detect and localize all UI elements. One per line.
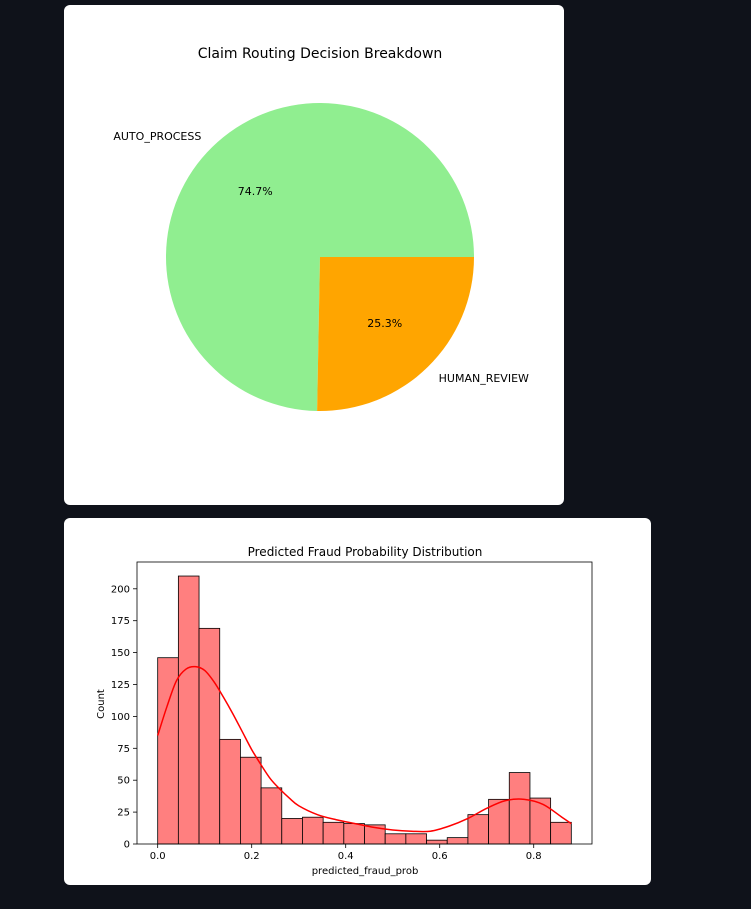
histogram-bar	[240, 756, 262, 845]
pie-pct-auto-process: 74.7%	[238, 185, 273, 198]
pie-slice-auto-process	[165, 103, 474, 411]
histogram-bar	[426, 839, 448, 845]
histogram-bar	[281, 818, 303, 845]
histogram-bar	[508, 772, 531, 845]
y-tick-label: 200	[111, 584, 130, 595]
plot-frame	[136, 561, 593, 845]
x-tick-label: 0.4	[338, 851, 354, 862]
histogram-bar	[219, 738, 241, 845]
histogram-chart: Predicted Fraud Probability Distribution…	[96, 545, 593, 877]
x-tick-label: 0.0	[150, 851, 166, 862]
x-tick-label: 0.2	[244, 851, 260, 862]
histogram-bar	[302, 816, 324, 845]
y-tick-label: 50	[117, 776, 130, 787]
histogram-title: Predicted Fraud Probability Distribution	[248, 545, 483, 559]
pie-chart-card: Claim Routing Decision Breakdown AUTO_PR…	[64, 5, 564, 505]
histogram-bar	[405, 833, 427, 845]
kde-curve	[156, 665, 572, 833]
y-tick-label: 150	[111, 648, 130, 659]
pie-chart-title: Claim Routing Decision Breakdown	[198, 46, 443, 62]
histogram-bar	[260, 787, 283, 845]
histogram-bar	[157, 657, 179, 845]
x-tick-label: 0.6	[432, 851, 448, 862]
y-tick-label: 0	[124, 840, 130, 851]
y-axis-label: Count	[96, 689, 107, 719]
histogram-bar	[550, 821, 572, 845]
histogram-bar	[446, 837, 469, 845]
histogram-bar	[467, 814, 489, 845]
y-tick-label: 175	[111, 616, 130, 627]
histogram-bar	[198, 627, 221, 845]
pie-slice-human-review	[317, 257, 474, 412]
pie-pct-human-review: 25.3%	[367, 317, 402, 330]
y-tick-label: 125	[111, 680, 130, 691]
histogram-bar	[529, 797, 552, 845]
pie-label-human-review: HUMAN_REVIEW	[439, 372, 529, 385]
histogram-card: Predicted Fraud Probability Distribution…	[64, 518, 651, 885]
histogram-bar	[343, 823, 365, 845]
y-tick-label: 100	[111, 712, 130, 723]
histogram-bar	[384, 833, 407, 845]
histogram-bar	[177, 575, 200, 845]
x-tick-label: 0.8	[526, 851, 542, 862]
pie-label-auto-process: AUTO_PROCESS	[113, 130, 201, 143]
pie-chart: Claim Routing Decision Breakdown AUTO_PR…	[113, 46, 529, 412]
y-tick-label: 75	[117, 744, 130, 755]
histogram-bar	[322, 821, 345, 845]
y-tick-label: 25	[117, 808, 130, 819]
x-axis-label: predicted_fraud_prob	[312, 866, 419, 877]
